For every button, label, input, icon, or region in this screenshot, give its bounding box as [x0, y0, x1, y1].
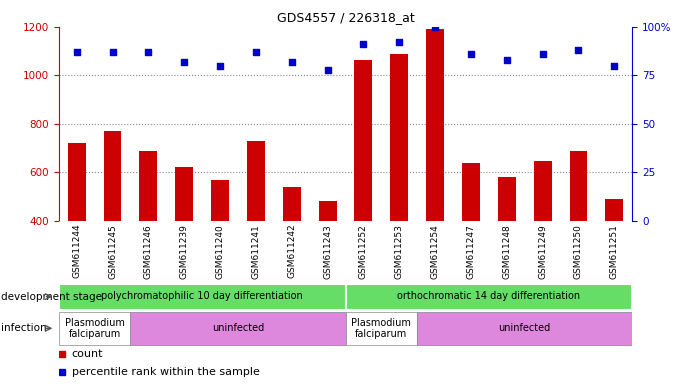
Bar	[211, 180, 229, 318]
Bar	[533, 161, 551, 318]
Bar	[59, 284, 346, 310]
Text: GSM611252: GSM611252	[359, 224, 368, 279]
Point	[394, 39, 405, 45]
Point	[573, 47, 584, 53]
Bar	[131, 312, 346, 345]
Text: GSM611240: GSM611240	[216, 224, 225, 279]
Point	[322, 66, 333, 73]
Bar	[417, 312, 632, 345]
Text: Plasmodium
falciparum: Plasmodium falciparum	[352, 318, 411, 339]
Point	[71, 49, 82, 55]
Bar	[68, 143, 86, 318]
Point	[358, 41, 369, 47]
Text: GSM611253: GSM611253	[395, 224, 404, 279]
Point	[179, 59, 190, 65]
Text: polychromatophilic 10 day differentiation: polychromatophilic 10 day differentiatio…	[102, 291, 303, 301]
Bar	[346, 312, 417, 345]
Text: GSM611249: GSM611249	[538, 224, 547, 279]
Text: orthochromatic 14 day differentiation: orthochromatic 14 day differentiation	[397, 291, 580, 301]
Text: percentile rank within the sample: percentile rank within the sample	[72, 366, 260, 377]
Text: GSM611241: GSM611241	[252, 224, 261, 279]
Text: GSM611254: GSM611254	[430, 224, 439, 279]
Point	[214, 63, 225, 69]
Point	[609, 63, 620, 69]
Bar	[354, 60, 372, 318]
Bar	[140, 151, 158, 318]
Text: GSM611243: GSM611243	[323, 224, 332, 279]
Text: GSM611245: GSM611245	[108, 224, 117, 279]
Bar	[319, 201, 337, 318]
Point	[430, 24, 441, 30]
Text: uninfected: uninfected	[212, 323, 264, 333]
Text: development stage: development stage	[1, 291, 102, 302]
Bar	[462, 163, 480, 318]
Text: GSM611239: GSM611239	[180, 224, 189, 279]
Bar	[346, 284, 632, 310]
Bar	[176, 167, 193, 318]
Bar	[569, 151, 587, 318]
Bar	[283, 187, 301, 318]
Bar	[59, 312, 131, 345]
Text: GSM611250: GSM611250	[574, 224, 583, 279]
Text: GSM611246: GSM611246	[144, 224, 153, 279]
Point	[466, 51, 477, 57]
Text: infection: infection	[1, 323, 46, 333]
Point	[250, 49, 261, 55]
Text: count: count	[72, 349, 103, 359]
Text: GSM611251: GSM611251	[610, 224, 619, 279]
Point	[143, 49, 154, 55]
Title: GDS4557 / 226318_at: GDS4557 / 226318_at	[276, 11, 415, 24]
Point	[286, 59, 297, 65]
Text: uninfected: uninfected	[499, 323, 551, 333]
Bar	[426, 29, 444, 318]
Bar	[498, 177, 515, 318]
Point	[537, 51, 548, 57]
Text: Plasmodium
falciparum: Plasmodium falciparum	[65, 318, 124, 339]
Point	[501, 57, 512, 63]
Text: GSM611244: GSM611244	[72, 224, 81, 278]
Text: GSM611242: GSM611242	[287, 224, 296, 278]
Bar	[390, 53, 408, 318]
Point	[107, 49, 118, 55]
Bar	[247, 141, 265, 318]
Text: GSM611247: GSM611247	[466, 224, 475, 279]
Text: GSM611248: GSM611248	[502, 224, 511, 279]
Bar	[104, 131, 122, 318]
Bar	[605, 199, 623, 318]
